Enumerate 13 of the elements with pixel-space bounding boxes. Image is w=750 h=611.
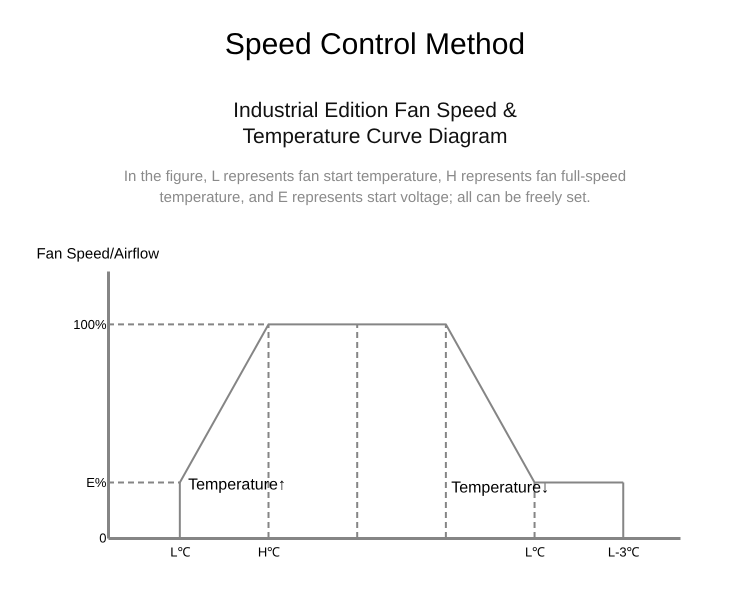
x-tick-label: L℃ <box>170 544 190 560</box>
chart-title: Speed Control Method <box>224 28 526 63</box>
y-tick-label: 100% <box>73 316 107 332</box>
chart-subtitle: Industrial Edition Fan Speed & Temperature Curve Diagram <box>232 98 518 150</box>
x-tick-label: L℃ <box>524 544 546 560</box>
x-tick-label: H℃ <box>258 544 280 560</box>
x-tick-label: L-3℃ <box>608 544 640 560</box>
y-tick-label: E% <box>86 474 107 490</box>
annotation: Temperature↓ <box>451 479 550 496</box>
y-tick-label: 0 <box>99 530 106 546</box>
y-axis-title: Fan Speed/Airflow <box>36 246 160 262</box>
annotation: Temperature↑ <box>188 476 286 494</box>
text: In the figure, L represents fan start temperature, H represents fan full-speed temperature, and E represents start voltage; all can be freely set. <box>122 167 628 208</box>
